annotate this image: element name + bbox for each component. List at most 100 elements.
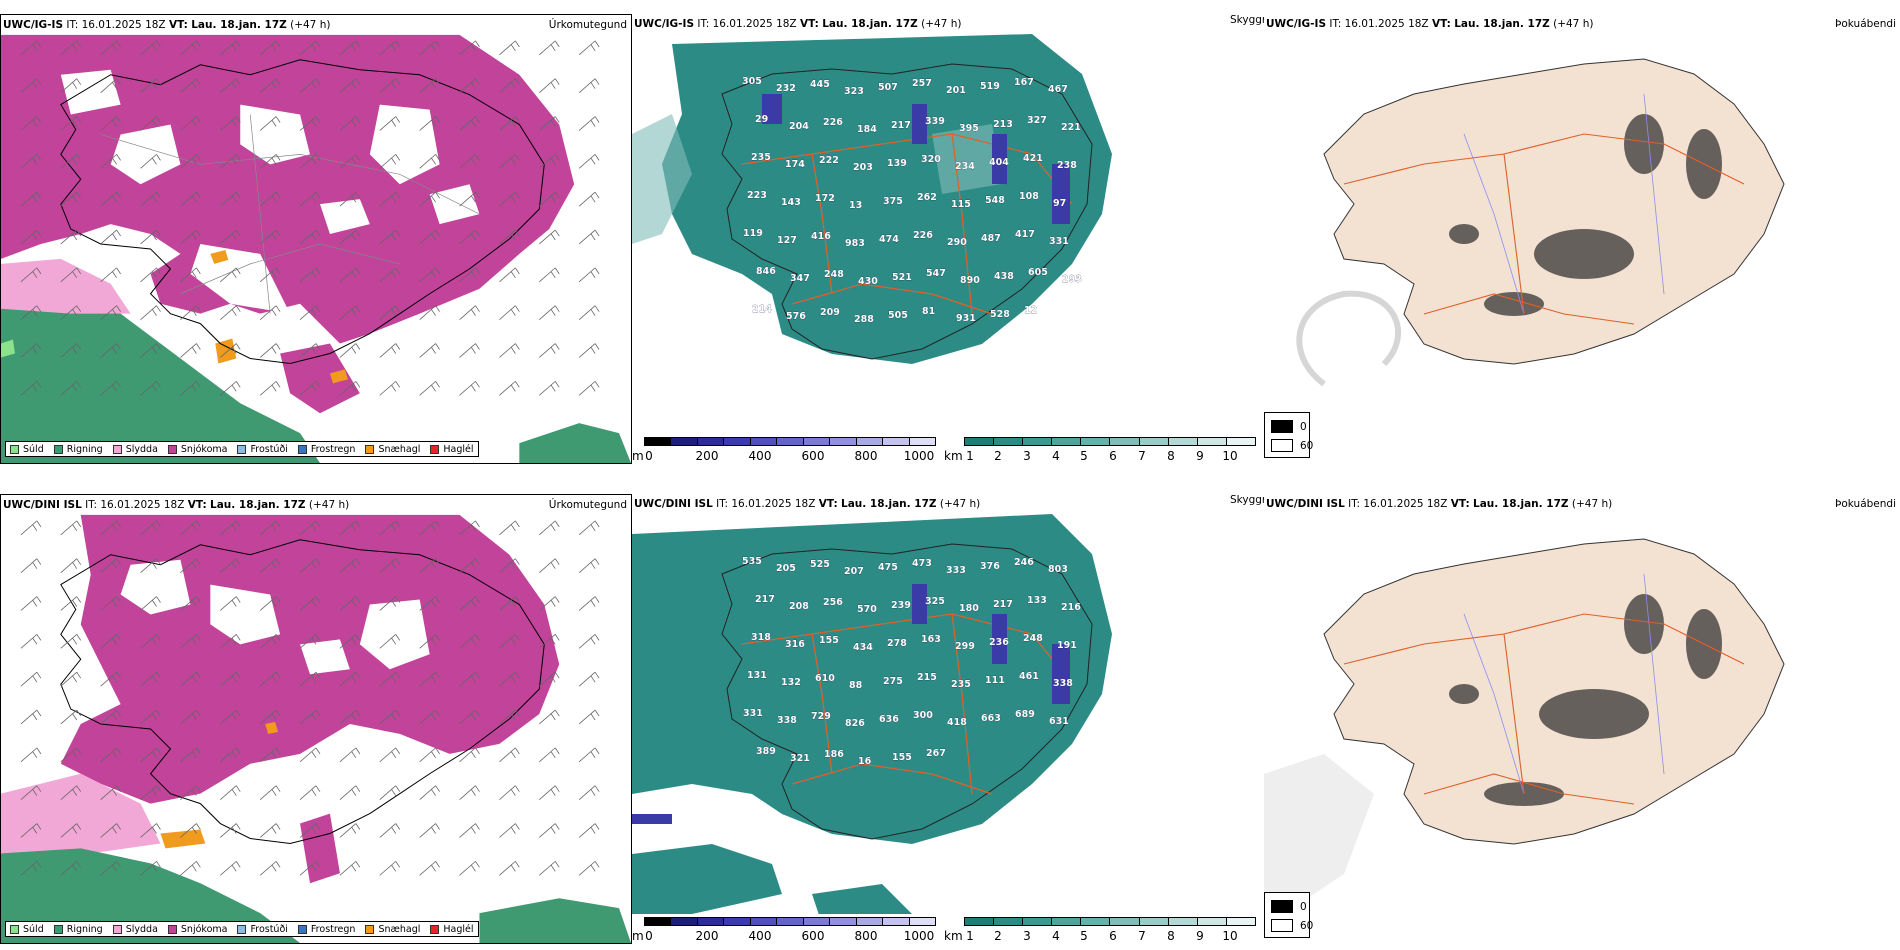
altitude-numbers: 305 232 445 323 507 257 201 519 167 467 29 204 226 18…	[742, 76, 1082, 325]
legend-swatch	[10, 924, 19, 934]
wind-barb	[100, 305, 121, 320]
it-value: 16.01.2025 18Z	[712, 18, 797, 30]
altitude-number: 155	[892, 752, 912, 763]
wind-barb	[459, 596, 480, 611]
wind-barb	[419, 229, 440, 245]
altitude-number: 234	[955, 161, 975, 172]
wind-barb	[180, 154, 201, 169]
model-name: UWC/DINI ISL	[1266, 498, 1345, 510]
wind-barb	[299, 558, 321, 573]
wind-barb	[180, 709, 201, 725]
altitude-numbers: 535 205 525 207 475 473 333 376 246 803 217 208 256 5…	[742, 556, 1082, 767]
colorbar-segment	[1226, 918, 1255, 925]
colorbar-segment	[994, 918, 1024, 925]
panel-header: UWC/IG-IS IT: 16.01.2025 18Z VT: Lau. 18…	[634, 18, 961, 30]
wind-barb	[100, 709, 121, 725]
altitude-number: 235	[951, 679, 971, 690]
wind-barb	[299, 861, 321, 876]
legend-item: Súld	[10, 444, 44, 455]
wind-barb	[539, 116, 560, 131]
colorbar-segment	[777, 438, 804, 445]
colorbar-segment	[750, 918, 778, 925]
wind-barb	[220, 191, 241, 207]
km-colorbar: km 1 2 3 4 5 6 7 8 9 10	[944, 434, 1264, 464]
altitude-number: 445	[810, 79, 830, 90]
altitude-number: 729	[811, 711, 831, 722]
fog-dark-patches	[1449, 114, 1722, 316]
panel-title: Úrkomutegund	[548, 19, 627, 31]
vt-value: Lau. 18.jan. 17Z	[1454, 18, 1550, 30]
blue-low-vis	[762, 94, 1070, 224]
fog-legend-swatch	[1271, 900, 1293, 913]
km-tick: 2	[994, 929, 1002, 943]
wind-barb	[20, 634, 42, 649]
altitude-number: 321	[790, 753, 810, 764]
legend-swatch	[430, 924, 440, 934]
altitude-number: 548	[985, 195, 1005, 206]
wind-barb	[220, 634, 241, 649]
colorbar-segment	[1052, 918, 1082, 925]
km-unit: km	[944, 449, 963, 463]
altitude-number: 139	[887, 158, 907, 169]
altitude-number: 983	[845, 238, 865, 249]
wind-barb	[140, 558, 161, 573]
wind-barb	[459, 861, 480, 876]
wind-barb	[499, 116, 520, 131]
altitude-number: 217	[755, 594, 775, 605]
wind-barb	[100, 558, 121, 573]
height-tick: 400	[748, 449, 772, 463]
altitude-number: 184	[857, 124, 877, 135]
wind-barb	[379, 78, 401, 93]
wind-barb	[459, 671, 480, 687]
legend-swatch	[167, 924, 177, 934]
wind-barb	[459, 78, 480, 93]
altitude-number: 521	[892, 272, 912, 283]
altitude-number: 438	[994, 271, 1014, 282]
altitude-number: 223	[747, 190, 767, 201]
wind-barb	[100, 747, 121, 763]
wind-barb	[419, 40, 440, 56]
legend-label: Súld	[23, 923, 44, 935]
blue-low-vis	[632, 584, 1070, 824]
altitude-number: 430	[858, 276, 878, 287]
lead-time: (+47 h)	[939, 498, 981, 510]
wind-barb	[499, 823, 520, 838]
wind-barb	[259, 709, 281, 725]
altitude-number: 610	[815, 673, 835, 684]
wind-barb	[100, 671, 121, 687]
legend-item: Frostregn	[297, 924, 355, 935]
wind-barb	[299, 267, 321, 283]
precip-type-panel-igis: UWC/IG-IS IT: 16.01.2025 18Z VT: Lau. 18…	[0, 14, 632, 464]
wind-barb	[60, 671, 82, 687]
wind-barb	[100, 191, 121, 207]
wind-barb	[20, 116, 42, 131]
height-tick: 200	[695, 449, 719, 463]
wind-barb	[499, 709, 520, 725]
altitude-number: 167	[1014, 77, 1034, 88]
wind-barb	[539, 861, 560, 876]
wind-barb	[459, 343, 480, 358]
wind-barb	[539, 634, 560, 649]
vt-label: VT:	[1431, 18, 1451, 30]
wind-barb	[419, 78, 440, 93]
colorbar-segment	[994, 438, 1024, 445]
colorbar-segment	[965, 438, 995, 445]
altitude-number: 320	[921, 154, 941, 165]
wind-barb	[578, 116, 600, 131]
visibility-panel-igis: 305 232 445 323 507 257 201 519 167 467 29 204 226 18…	[632, 14, 1264, 464]
wind-barb	[259, 861, 281, 876]
altitude-number: 201	[946, 85, 966, 96]
vt-value: Lau. 18.jan. 17Z	[210, 499, 306, 511]
km-tick: 1	[966, 449, 974, 463]
wind-barb	[339, 823, 361, 838]
altitude-number: 214	[752, 304, 772, 315]
panel-header: UWC/DINI ISL IT: 16.01.2025 18Z VT: Lau.…	[1266, 498, 1612, 510]
precip-legend: Súld Rigning Slydda Snjókoma Frostúði Fr…	[5, 441, 479, 457]
colorbar-segment	[671, 438, 698, 445]
wind-barb	[220, 558, 241, 573]
altitude-number: 605	[1028, 267, 1048, 278]
altitude-number: 418	[947, 717, 967, 728]
altitude-number: 213	[993, 119, 1013, 130]
